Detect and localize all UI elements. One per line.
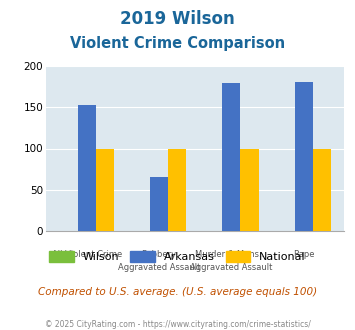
Text: Violent Crime Comparison: Violent Crime Comparison: [70, 36, 285, 51]
Text: Aggravated Assault: Aggravated Assault: [190, 263, 273, 272]
Text: 2019 Wilson: 2019 Wilson: [120, 10, 235, 28]
Text: © 2025 CityRating.com - https://www.cityrating.com/crime-statistics/: © 2025 CityRating.com - https://www.city…: [45, 320, 310, 329]
Text: Compared to U.S. average. (U.S. average equals 100): Compared to U.S. average. (U.S. average …: [38, 287, 317, 297]
Bar: [96, 148, 114, 231]
Legend: Wilson, Arkansas, National: Wilson, Arkansas, National: [45, 247, 310, 267]
Bar: [240, 148, 258, 231]
Bar: [168, 148, 186, 231]
Text: Aggravated Assault: Aggravated Assault: [118, 263, 200, 272]
Text: Murder & Mans...: Murder & Mans...: [196, 250, 267, 259]
Text: Rape: Rape: [293, 250, 315, 259]
Bar: [295, 82, 313, 231]
Text: Robbery: Robbery: [142, 250, 177, 259]
Bar: [222, 83, 240, 231]
Bar: [313, 148, 331, 231]
Bar: [150, 178, 168, 231]
Bar: [78, 105, 96, 231]
Text: All Violent Crime: All Violent Crime: [52, 250, 122, 259]
